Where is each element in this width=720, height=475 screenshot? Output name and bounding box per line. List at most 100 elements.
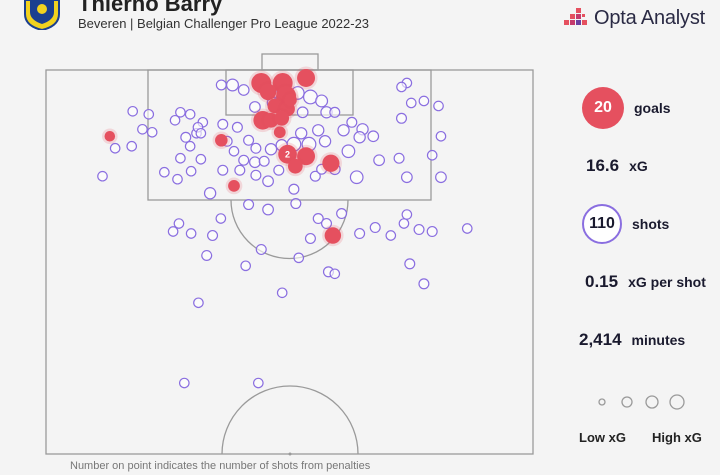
- goal-point: [274, 110, 290, 126]
- shot-point: [329, 268, 341, 280]
- shot-point: [240, 260, 251, 272]
- shot-point: [349, 170, 364, 185]
- goals-label: goals: [634, 100, 671, 116]
- shot-point: [369, 221, 381, 234]
- xg-per-shot-stat: 0.15 xG per shot: [585, 262, 706, 302]
- goals-layer: 2: [102, 66, 344, 247]
- shot-point: [309, 170, 321, 182]
- shot-point: [426, 149, 438, 161]
- shot-point: [304, 232, 316, 245]
- shot-point: [435, 171, 447, 184]
- shot-point: [238, 154, 250, 166]
- player-name-title: Thierno Barry: [78, 0, 223, 16]
- shot-point: [97, 170, 108, 182]
- shot-point: [250, 169, 262, 181]
- goal-point: [104, 130, 116, 142]
- legend-circle-m: [645, 395, 659, 409]
- shot-point: [312, 124, 325, 137]
- shot-point: [255, 243, 267, 256]
- centre-circle-arc: [221, 385, 359, 455]
- shot-point: [433, 100, 444, 112]
- shot-point: [195, 153, 207, 165]
- goal-point: [278, 144, 297, 164]
- shot-point: [396, 81, 407, 93]
- legend-circle-s: [621, 396, 633, 408]
- shot-point: [215, 79, 227, 91]
- penalty-arc: [230, 199, 349, 260]
- shot-point: [228, 145, 240, 157]
- shot-point: [217, 164, 229, 176]
- shots-layer: [97, 77, 473, 389]
- legend-circle-l: [669, 394, 685, 410]
- shot-point: [354, 227, 366, 240]
- shot-point: [172, 173, 183, 185]
- shot-point: [201, 249, 213, 262]
- shots-value: 110: [582, 204, 622, 244]
- shot-point: [264, 143, 278, 156]
- shot-point: [143, 108, 155, 120]
- penalty-count-label: 2: [285, 150, 290, 160]
- shot-point: [231, 121, 243, 133]
- shot-point: [400, 171, 413, 184]
- shot-point: [290, 198, 302, 210]
- shot-point: [418, 278, 430, 290]
- shot-point: [237, 84, 250, 96]
- shot-point: [234, 164, 246, 176]
- shot-point: [249, 101, 261, 113]
- shot-point: [336, 207, 348, 220]
- shot-point: [296, 106, 309, 119]
- shot-point: [426, 225, 438, 238]
- shot-point: [413, 223, 425, 236]
- shot-point: [353, 131, 366, 144]
- xg-stat: 16.6 xG: [586, 146, 648, 186]
- minutes-value: 2,414: [579, 330, 622, 349]
- shot-point: [398, 218, 410, 229]
- shot-point: [293, 252, 305, 264]
- goals-stat: 20 goals: [576, 87, 671, 129]
- legend-low-xg: Low xG: [579, 430, 626, 445]
- chart-subtitle: Beveren | Belgian Challenger Pro League …: [78, 16, 370, 31]
- opta-analyst-logo-icon: [564, 8, 587, 25]
- shot-point: [367, 130, 380, 143]
- shot-point: [146, 126, 158, 138]
- shot-point: [195, 127, 207, 139]
- shot-point: [184, 108, 196, 120]
- pitch-outline: [45, 69, 534, 455]
- shot-point: [126, 140, 138, 152]
- goals-value: 20: [582, 87, 624, 129]
- shot-point: [318, 135, 332, 148]
- shot-point: [253, 377, 264, 389]
- minutes-stat: 2,414 minutes: [579, 320, 685, 360]
- centre-spot: [288, 452, 292, 456]
- shot-point: [276, 287, 288, 299]
- goal-point: [228, 179, 240, 192]
- shot-point: [185, 165, 197, 177]
- shot-point: [418, 95, 430, 107]
- shot-point: [288, 183, 300, 195]
- goal-point: [287, 158, 303, 174]
- shot-point: [169, 114, 181, 126]
- shot-point: [329, 106, 341, 118]
- legend-high-xg: High xG: [652, 430, 702, 445]
- shot-point: [405, 97, 417, 109]
- shot-point: [243, 199, 255, 211]
- shot-point: [226, 78, 240, 92]
- shot-point: [373, 154, 385, 167]
- shot-point: [167, 226, 179, 237]
- shot-point: [250, 142, 262, 154]
- shot-point: [203, 187, 217, 200]
- shot-point: [127, 105, 139, 117]
- shot-point: [109, 142, 121, 154]
- shot-point: [404, 258, 416, 270]
- shots-label: shots: [632, 216, 670, 232]
- shot-point: [320, 217, 333, 230]
- shot-point: [184, 140, 196, 152]
- goal-point: [297, 69, 316, 87]
- brand-name: Opta Analyst: [594, 6, 705, 29]
- goal-point: [273, 126, 286, 139]
- xg-size-legend: [598, 394, 685, 410]
- shots-stat: 110 shots: [576, 204, 669, 244]
- goal-point: [259, 83, 277, 101]
- goal-point: [267, 98, 283, 114]
